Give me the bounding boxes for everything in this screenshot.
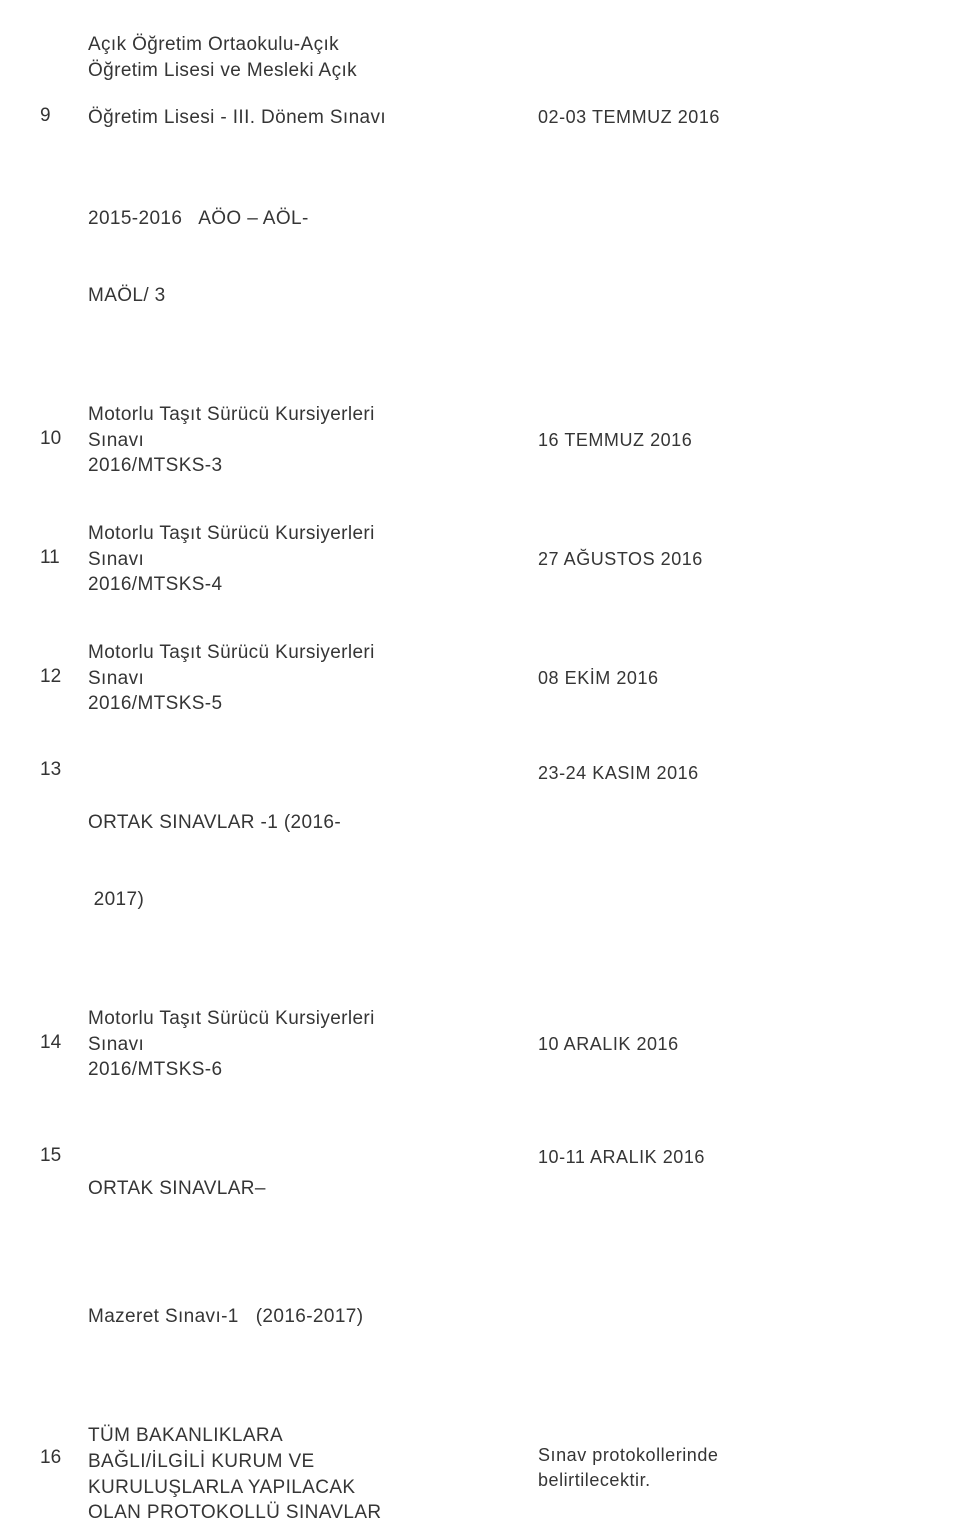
row-description: 2015-2016 AÖO – AÖL- MAÖL/ 3 <box>88 155 528 360</box>
row-description: Motorlu Taşıt Sürücü Kursiyerleri Sınavı… <box>88 640 528 717</box>
header-line-2: Öğretim Lisesi ve Mesleki Açık <box>88 58 528 84</box>
table-row: 16 TÜM BAKANLIKLARA BAĞLI/İLGİLİ KURUM V… <box>40 1423 890 1526</box>
row-content: ORTAK SINAVLAR– Mazeret Sınavı-1 (2016-2… <box>88 1125 890 1381</box>
row-date: 27 AĞUSTOS 2016 <box>528 547 890 571</box>
row-content: Açık Öğretim Ortaokulu-Açık Öğretim Lise… <box>88 32 890 83</box>
row-number: 14 <box>40 1006 88 1054</box>
desc-line: Sınavı <box>88 666 528 692</box>
desc-line: 2015-2016 AÖO – AÖL- <box>88 206 528 232</box>
row-number: 11 <box>40 521 88 569</box>
desc-line: 2016/MTSKS-3 <box>88 453 528 479</box>
table-row: 14 Motorlu Taşıt Sürücü Kursiyerleri Sın… <box>40 1006 890 1083</box>
row-description: Motorlu Taşıt Sürücü Kursiyerleri Sınavı… <box>88 521 528 598</box>
row-content: Motorlu Taşıt Sürücü Kursiyerleri Sınavı… <box>88 640 890 717</box>
desc-line: Motorlu Taşıt Sürücü Kursiyerleri <box>88 1006 528 1032</box>
desc-line: Motorlu Taşıt Sürücü Kursiyerleri <box>88 521 528 547</box>
table-row: 10 Motorlu Taşıt Sürücü Kursiyerleri Sın… <box>40 402 890 479</box>
row-content: Motorlu Taşıt Sürücü Kursiyerleri Sınavı… <box>88 521 890 598</box>
desc-line: Sınavı <box>88 428 528 454</box>
table-row: 13 ORTAK SINAVLAR -1 (2016- 2017) 23-24 … <box>40 759 890 964</box>
row-number: 15 <box>40 1125 88 1167</box>
desc-line: KURULUŞLARLA YAPILACAK <box>88 1475 528 1501</box>
row-number: 9 <box>40 105 88 127</box>
desc-line: 2016/MTSKS-5 <box>88 691 528 717</box>
row-description: Motorlu Taşıt Sürücü Kursiyerleri Sınavı… <box>88 1006 528 1083</box>
row-date: 02-03 TEMMUZ 2016 <box>528 105 890 129</box>
row-date: 10 ARALIK 2016 <box>528 1032 890 1056</box>
table-row: 12 Motorlu Taşıt Sürücü Kursiyerleri Sın… <box>40 640 890 717</box>
row-content: Motorlu Taşıt Sürücü Kursiyerleri Sınavı… <box>88 402 890 479</box>
table-header-row: Açık Öğretim Ortaokulu-Açık Öğretim Lise… <box>40 32 890 83</box>
desc-line: Motorlu Taşıt Sürücü Kursiyerleri <box>88 402 528 428</box>
desc-line: Motorlu Taşıt Sürücü Kursiyerleri <box>88 640 528 666</box>
row-description: ORTAK SINAVLAR -1 (2016- 2017) <box>88 759 528 964</box>
row-date: Sınav protokollerinde belirtilecektir. <box>528 1443 890 1492</box>
table-row: 11 Motorlu Taşıt Sürücü Kursiyerleri Sın… <box>40 521 890 598</box>
desc-line: ORTAK SINAVLAR– <box>88 1176 528 1202</box>
row-description: ORTAK SINAVLAR– Mazeret Sınavı-1 (2016-2… <box>88 1125 528 1381</box>
table-row: 9 Öğretim Lisesi - III. Dönem Sınavı 02-… <box>40 105 890 131</box>
desc-line: MAÖL/ 3 <box>88 283 528 309</box>
row-description: TÜM BAKANLIKLARA BAĞLI/İLGİLİ KURUM VE K… <box>88 1423 528 1526</box>
row-number: 10 <box>40 402 88 450</box>
row-content: Motorlu Taşıt Sürücü Kursiyerleri Sınavı… <box>88 1006 890 1083</box>
desc-line: 2016/MTSKS-6 <box>88 1057 528 1083</box>
desc-line: Sınavı <box>88 547 528 573</box>
row-content: TÜM BAKANLIKLARA BAĞLI/İLGİLİ KURUM VE K… <box>88 1423 890 1526</box>
desc-line: Öğretim Lisesi - III. Dönem Sınavı <box>88 105 528 131</box>
row-date: 08 EKİM 2016 <box>528 666 890 690</box>
desc-line: TÜM BAKANLIKLARA <box>88 1423 528 1449</box>
row-number: 16 <box>40 1423 88 1469</box>
row-description: Öğretim Lisesi - III. Dönem Sınavı <box>88 105 528 131</box>
row-number: 13 <box>40 759 88 781</box>
desc-line: Mazeret Sınavı-1 (2016-2017) <box>88 1304 528 1330</box>
row-content: 2015-2016 AÖO – AÖL- MAÖL/ 3 <box>88 155 890 360</box>
desc-line: 2016/MTSKS-4 <box>88 572 528 598</box>
row-date: 23-24 KASIM 2016 <box>528 761 890 785</box>
desc-line: Sınavı <box>88 1032 528 1058</box>
desc-line: OLAN PROTOKOLLÜ SINAVLAR <box>88 1500 528 1526</box>
row-number: 12 <box>40 640 88 688</box>
header-line-1: Açık Öğretim Ortaokulu-Açık <box>88 32 528 58</box>
desc-line: BAĞLI/İLGİLİ KURUM VE <box>88 1449 528 1475</box>
row-description: Motorlu Taşıt Sürücü Kursiyerleri Sınavı… <box>88 402 528 479</box>
table-row: 2015-2016 AÖO – AÖL- MAÖL/ 3 <box>40 155 890 360</box>
row-date: 16 TEMMUZ 2016 <box>528 428 890 452</box>
desc-line: ORTAK SINAVLAR -1 (2016- <box>88 810 528 836</box>
header-description: Açık Öğretim Ortaokulu-Açık Öğretim Lise… <box>88 32 528 83</box>
row-content: Öğretim Lisesi - III. Dönem Sınavı 02-03… <box>88 105 890 131</box>
row-date: 10-11 ARALIK 2016 <box>528 1145 890 1169</box>
row-content: ORTAK SINAVLAR -1 (2016- 2017) 23-24 KAS… <box>88 759 890 964</box>
desc-line: 2017) <box>88 887 528 913</box>
table-row: 15 ORTAK SINAVLAR– Mazeret Sınavı-1 (201… <box>40 1125 890 1381</box>
